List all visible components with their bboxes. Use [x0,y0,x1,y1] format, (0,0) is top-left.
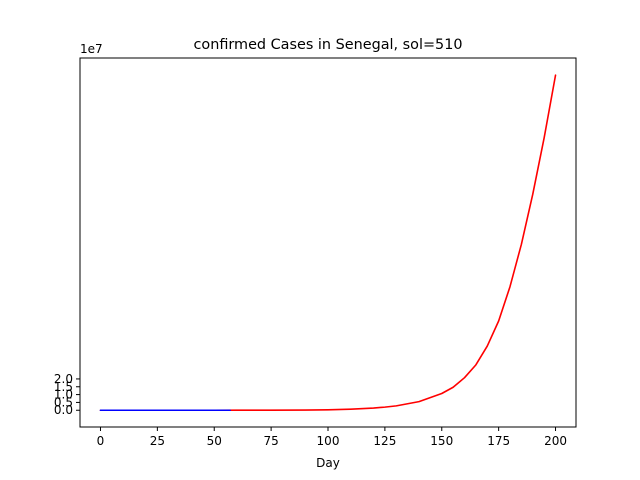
y-tick-label: 2.0 [54,372,73,386]
series-layer [99,74,557,412]
chart-title: confirmed Cases in Senegal, sol=510 [193,37,462,53]
x-tick-label: 100 [317,434,340,448]
y-tick-label: 1.5 [54,380,73,394]
x-tick-label: 75 [263,434,278,448]
plot-frame [79,57,577,428]
plot-area [79,57,577,428]
x-tick-label: 125 [373,434,396,448]
y-offset-label: 1e7 [80,42,103,56]
y-tick-label: 1.0 [54,388,73,402]
x-tick-label: 150 [430,434,453,448]
x-axis: 0 25 50 75 100 125 150 175 200 [97,427,567,448]
x-tick-label: 0 [97,434,105,448]
y-tick-label: 0.5 [54,395,73,409]
x-axis-label: Day [316,456,340,470]
x-tick-label: 200 [544,434,567,448]
series-line-0 [99,74,557,412]
y-tick-label: 0.0 [54,403,73,417]
y-axis: 0.00.51.01.52.0 [54,372,80,417]
x-tick-label: 175 [487,434,510,448]
x-tick-label: 50 [207,434,222,448]
x-tick-label: 25 [150,434,165,448]
